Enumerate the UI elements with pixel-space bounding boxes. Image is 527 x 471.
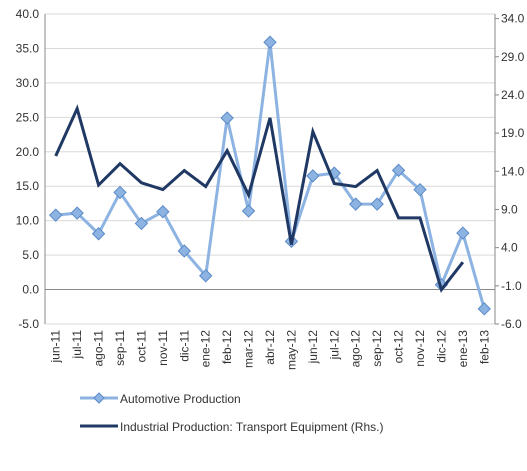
x-tick-label: nov-12 [413,330,427,367]
x-tick-label: nov-11 [156,330,170,366]
point [134,216,149,231]
y2-tick-label: 29.0 [501,50,525,64]
point [391,163,406,178]
y-tick-label: 10.0 [16,214,40,228]
x-tick-label: jul-12 [327,330,341,361]
y-tick-label: 30.0 [16,76,40,90]
x-tick-label: feb-12 [220,330,234,364]
point [177,244,191,258]
point [349,197,363,211]
point [413,182,427,197]
x-tick-label: oct-12 [392,330,406,364]
point [156,205,170,219]
x-tick-label: dic-11 [177,330,191,362]
x-tick-label: feb-13 [477,330,491,364]
point [370,197,384,211]
y-tick-label: 5.0 [22,248,39,262]
point [456,226,470,240]
y-tick-label: -5.0 [18,317,39,331]
x-tick-label: abr-12 [263,330,277,365]
x-tick-label: mar-12 [242,330,256,368]
point [49,208,63,222]
x-tick-label: dic-12 [434,330,448,363]
point [199,269,213,283]
x-tick-label: sep-12 [370,330,384,367]
y-tick-label: 25.0 [16,110,40,124]
y2-tick-label: 19.0 [501,126,525,140]
x-tick-label: jun-12 [306,330,320,365]
y2-tick-label: 4.0 [501,241,518,255]
x-tick-label: sep-11 [113,330,127,366]
x-tick-label: oct-11 [134,330,148,363]
legend-marker [93,392,105,404]
series-line [55,42,486,310]
point [477,302,491,316]
y-tick-label: 40.0 [16,7,40,21]
point [70,206,84,220]
x-tick-label: jul-11 [70,330,84,360]
y-tick-label: 20.0 [16,145,40,159]
point [241,204,256,218]
x-tick-label: jun-11 [49,330,63,364]
point [263,35,277,49]
legend-label: Automotive Production [120,392,241,406]
point [113,185,127,200]
y-tick-label: 0.0 [22,283,39,297]
point [220,111,234,125]
y2-tick-label: 14.0 [501,164,525,178]
y2-tick-label: 34.0 [501,12,525,26]
x-tick-label: ago-12 [349,330,363,368]
x-tick-label: ene-13 [456,330,470,368]
y2-tick-label: -1.0 [501,279,522,293]
x-tick-label: may-12 [284,330,298,370]
x-tick-label: ago-11 [92,330,106,367]
point [306,169,320,183]
legend-label: Industrial Production: Transport Equipme… [120,420,383,434]
y-tick-label: 15.0 [16,179,40,193]
point [91,227,106,241]
series-line [54,104,465,293]
y2-tick-label: 24.0 [501,88,525,102]
x-tick-label: ene-12 [199,330,213,368]
y-tick-label: 35.0 [16,41,40,55]
y2-tick-label: 9.0 [501,202,518,216]
y2-tick-label: -6.0 [501,317,522,331]
